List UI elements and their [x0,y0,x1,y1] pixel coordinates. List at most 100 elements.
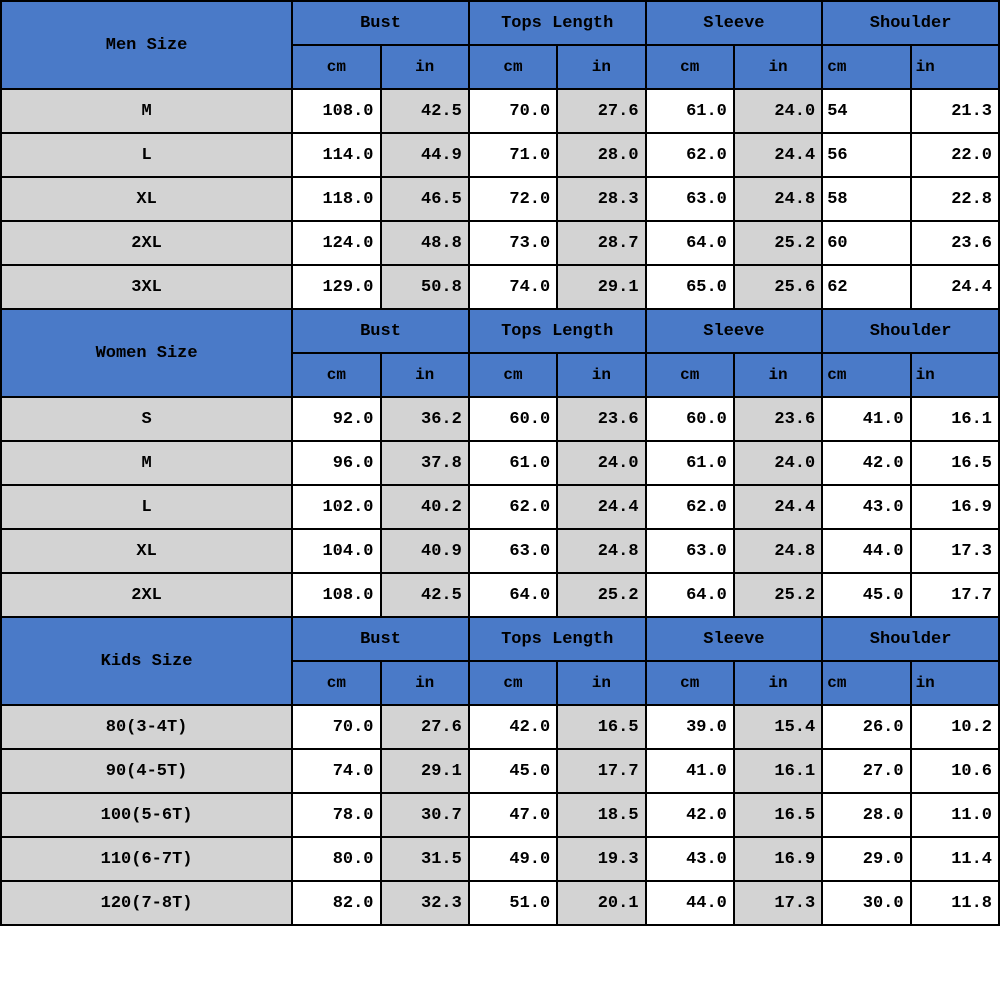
measurement-value: 63.0 [469,529,557,573]
measurement-value: 16.5 [911,441,999,485]
measurement-value: 78.0 [292,793,380,837]
size-label: 120(7-8T) [1,881,292,925]
measurement-header: Tops Length [469,617,646,661]
unit-header: cm [292,661,380,705]
measurement-value: 42.5 [381,89,469,133]
unit-header: in [911,45,999,89]
unit-header: cm [469,661,557,705]
measurement-value: 104.0 [292,529,380,573]
measurement-value: 58 [822,177,910,221]
measurement-value: 16.9 [734,837,822,881]
size-label: 80(3-4T) [1,705,292,749]
measurement-value: 17.3 [734,881,822,925]
measurement-value: 102.0 [292,485,380,529]
measurement-value: 27.6 [381,705,469,749]
measurement-value: 22.8 [911,177,999,221]
measurement-value: 11.8 [911,881,999,925]
measurement-value: 27.6 [557,89,645,133]
measurement-value: 27.0 [822,749,910,793]
measurement-value: 71.0 [469,133,557,177]
measurement-value: 46.5 [381,177,469,221]
measurement-value: 11.0 [911,793,999,837]
unit-header: cm [822,353,910,397]
measurement-value: 16.5 [557,705,645,749]
measurement-value: 16.9 [911,485,999,529]
measurement-value: 41.0 [822,397,910,441]
measurement-value: 40.2 [381,485,469,529]
measurement-value: 42.5 [381,573,469,617]
measurement-value: 24.4 [734,485,822,529]
size-label: XL [1,177,292,221]
measurement-value: 47.0 [469,793,557,837]
measurement-value: 54 [822,89,910,133]
section-title: Kids Size [1,617,292,705]
measurement-value: 16.5 [734,793,822,837]
unit-header: in [557,45,645,89]
measurement-value: 63.0 [646,529,734,573]
measurement-value: 51.0 [469,881,557,925]
measurement-header: Tops Length [469,309,646,353]
measurement-value: 118.0 [292,177,380,221]
measurement-value: 60.0 [469,397,557,441]
measurement-value: 61.0 [469,441,557,485]
measurement-value: 24.0 [734,441,822,485]
measurement-value: 25.6 [734,265,822,309]
measurement-value: 73.0 [469,221,557,265]
measurement-value: 56 [822,133,910,177]
measurement-value: 80.0 [292,837,380,881]
measurement-value: 19.3 [557,837,645,881]
measurement-value: 43.0 [646,837,734,881]
measurement-value: 29.1 [381,749,469,793]
measurement-value: 28.0 [557,133,645,177]
measurement-value: 40.9 [381,529,469,573]
measurement-value: 29.0 [822,837,910,881]
size-label: 100(5-6T) [1,793,292,837]
measurement-value: 64.0 [646,573,734,617]
measurement-value: 24.8 [734,177,822,221]
section-title: Women Size [1,309,292,397]
measurement-value: 24.0 [557,441,645,485]
measurement-value: 17.7 [911,573,999,617]
measurement-value: 74.0 [469,265,557,309]
measurement-value: 114.0 [292,133,380,177]
measurement-value: 48.8 [381,221,469,265]
measurement-value: 62.0 [646,133,734,177]
measurement-value: 39.0 [646,705,734,749]
unit-header: cm [822,45,910,89]
unit-header: cm [469,45,557,89]
measurement-value: 64.0 [646,221,734,265]
measurement-value: 42.0 [646,793,734,837]
measurement-value: 28.0 [822,793,910,837]
unit-header: in [381,45,469,89]
measurement-value: 36.2 [381,397,469,441]
measurement-value: 124.0 [292,221,380,265]
size-label: 2XL [1,221,292,265]
measurement-value: 37.8 [381,441,469,485]
unit-header: in [381,661,469,705]
measurement-value: 10.2 [911,705,999,749]
measurement-value: 17.3 [911,529,999,573]
measurement-header: Sleeve [646,309,823,353]
measurement-value: 25.2 [734,573,822,617]
measurement-value: 28.3 [557,177,645,221]
measurement-value: 30.0 [822,881,910,925]
measurement-header: Shoulder [822,309,999,353]
unit-header: in [381,353,469,397]
measurement-value: 61.0 [646,441,734,485]
measurement-value: 16.1 [911,397,999,441]
measurement-header: Shoulder [822,617,999,661]
measurement-value: 45.0 [822,573,910,617]
measurement-value: 25.2 [557,573,645,617]
size-label: L [1,485,292,529]
measurement-value: 61.0 [646,89,734,133]
size-label: 3XL [1,265,292,309]
section-title: Men Size [1,1,292,89]
measurement-value: 23.6 [734,397,822,441]
measurement-value: 62 [822,265,910,309]
measurement-value: 31.5 [381,837,469,881]
measurement-value: 60 [822,221,910,265]
unit-header: in [734,661,822,705]
measurement-value: 96.0 [292,441,380,485]
unit-header: in [557,661,645,705]
measurement-value: 50.8 [381,265,469,309]
